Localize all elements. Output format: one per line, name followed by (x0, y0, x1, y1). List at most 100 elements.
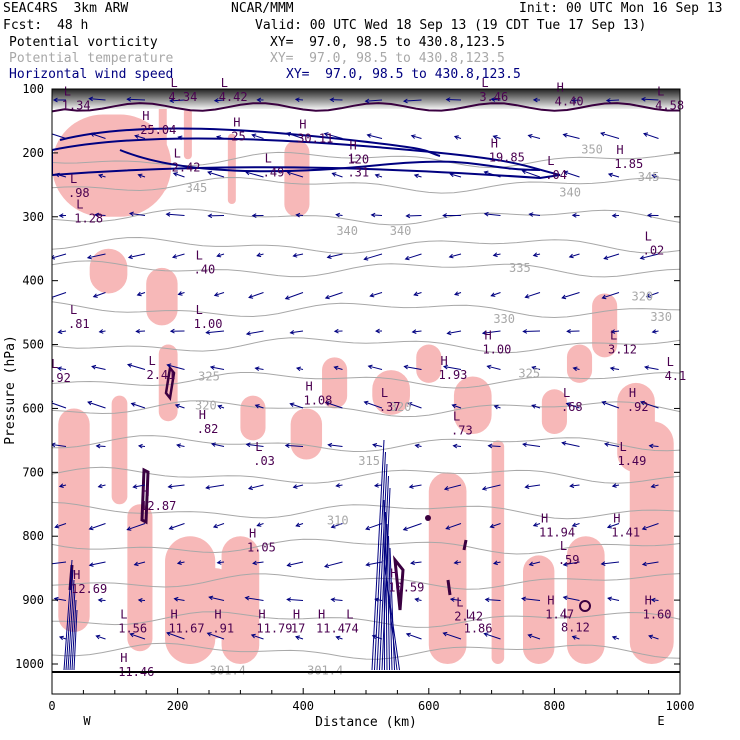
wind-arrow (248, 292, 264, 298)
wind-arrowhead (532, 97, 538, 103)
wind-arrowhead (483, 170, 489, 176)
extremum-type: L (64, 84, 71, 98)
extremum-type: L (265, 151, 272, 165)
isentrope (52, 176, 680, 194)
wind-arrowhead (367, 364, 373, 370)
isentrope (52, 400, 680, 418)
extremum-type: L (70, 303, 77, 317)
extremum-type: H (645, 594, 652, 608)
isentrope-label: 340 (390, 224, 412, 238)
wind-arrowhead (571, 213, 577, 218)
wind-arrow (290, 403, 304, 409)
extremum-type: H (616, 143, 623, 157)
wind-arrow (446, 523, 462, 530)
wind-arrow (364, 253, 383, 260)
wind-arrowhead (363, 256, 369, 261)
wind-arrow (325, 292, 343, 299)
isentrope (52, 208, 680, 226)
pv-region (566, 344, 593, 383)
extremum-value: .04 (545, 168, 567, 182)
extremum-value: 10.59 (388, 581, 424, 595)
wind-arrow (522, 597, 541, 601)
jet-arrow (73, 609, 78, 671)
wind-arrowhead (330, 524, 336, 529)
wind-arrowhead (648, 443, 654, 449)
wind-arrowhead (88, 96, 94, 102)
wind-arrowhead (601, 400, 607, 406)
wind-arrow (493, 135, 501, 139)
isentrope-label: 345 (638, 170, 660, 184)
wind-arrowhead (648, 634, 654, 640)
wind-arrowhead (571, 522, 577, 527)
extremum-value: .31 (347, 165, 369, 179)
extremum-value: 4.1 (665, 369, 687, 383)
wind-arrowhead (98, 173, 104, 179)
jet-arrow (63, 559, 73, 671)
wind-arrow (248, 484, 264, 490)
wind-arrowhead (603, 442, 609, 447)
extremum-type: L (645, 229, 652, 243)
wind-arrow (453, 445, 462, 447)
extremum-type: H (258, 608, 265, 622)
isentrope (52, 611, 680, 628)
wind-arrow (528, 134, 541, 139)
wind-arrow (166, 632, 185, 640)
extremum-value: 3.12 (608, 342, 637, 356)
wind-arrowhead (137, 173, 143, 179)
isentrope-label: 320 (195, 398, 217, 412)
wind-arrowhead (286, 597, 292, 602)
wind-arrowhead (405, 213, 411, 219)
wind-arrow (374, 484, 383, 487)
wind-arrow (485, 599, 501, 601)
pv-region (111, 395, 128, 505)
wind-arrow (602, 401, 620, 409)
wind-arrowhead (205, 329, 211, 335)
wind-arrowhead (327, 442, 333, 448)
jet-contour-lower (119, 149, 541, 173)
wind-arrowhead (481, 486, 487, 491)
x-tick-label: 600 (418, 699, 440, 713)
jet-contour-outer (52, 137, 561, 180)
wind-arrowhead (52, 97, 58, 103)
wind-arrowhead (86, 254, 92, 260)
wind-arrow (640, 253, 659, 259)
wind-arrowhead (484, 597, 490, 603)
extremum-value: 1.93 (439, 368, 468, 382)
wind-arrow (255, 404, 264, 409)
wind-arrow (406, 215, 422, 217)
wind-arrowhead (210, 442, 216, 447)
wind-arrowhead (600, 561, 606, 566)
x-axis-label: Distance (km) (315, 715, 417, 730)
wind-arrow (166, 213, 185, 216)
wind-arrow (528, 634, 541, 640)
extremum-value: 74 (344, 622, 358, 636)
wind-arrow (367, 134, 383, 139)
isentrope (52, 337, 680, 354)
field-pv-name: Potential vorticity (9, 35, 158, 50)
y-tick-label: 900 (22, 593, 44, 607)
extremum-value: 1.47 (545, 608, 574, 622)
extremum-value: 1.56 (118, 622, 147, 636)
wind-arrow (405, 253, 422, 260)
wind-arrow (570, 484, 580, 487)
wind-arrowhead (404, 255, 410, 261)
wind-arrow (252, 134, 264, 139)
wind-arrow (89, 561, 106, 566)
wind-arrowhead (286, 170, 292, 176)
extremum-value: 1.86 (464, 622, 493, 636)
wind-arrowhead (561, 294, 567, 300)
wind-arrow (290, 330, 304, 334)
pv-dot (425, 515, 431, 521)
wind-arrow (287, 171, 304, 178)
wind-arrowhead (641, 525, 647, 531)
wind-arrowhead (94, 212, 100, 218)
wind-arrowhead (607, 172, 613, 178)
wind-arrow (257, 253, 264, 257)
pv-region (629, 421, 674, 664)
isentrope (52, 260, 680, 278)
wind-arrowhead (126, 363, 133, 368)
wind-arrow (533, 523, 541, 527)
wind-arrow (411, 561, 422, 564)
pv-region (453, 376, 492, 434)
wind-arrowhead (410, 134, 416, 139)
